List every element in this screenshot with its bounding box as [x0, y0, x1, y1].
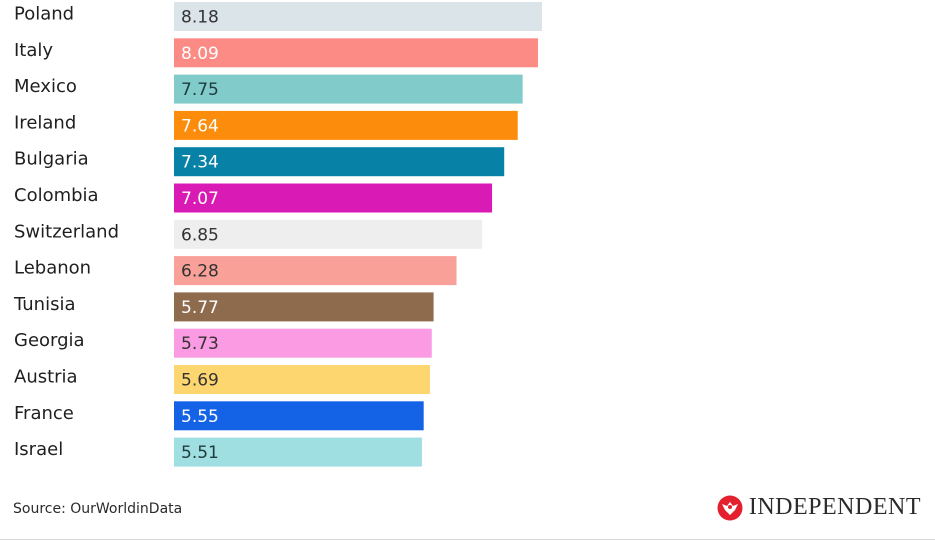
bar	[174, 110, 518, 140]
category-label: France	[14, 403, 74, 424]
value-label: 7.75	[181, 80, 219, 100]
value-label: 5.77	[181, 298, 219, 318]
value-label: 5.51	[181, 443, 219, 463]
bar-chart: Poland 8.18 Italy 8.09 Mexico 7.75 Ireland 7.64…	[13, 2, 542, 467]
category-label: Ireland	[14, 112, 76, 133]
bar	[174, 219, 483, 249]
category-label: Tunisia	[13, 294, 76, 315]
value-label: 7.64	[181, 116, 219, 136]
value-label: 5.73	[181, 334, 219, 354]
source-note: Source: OurWorldinData	[13, 501, 183, 517]
value-label: 8.18	[181, 8, 219, 28]
bar	[174, 74, 523, 104]
category-label: Lebanon	[14, 258, 91, 279]
category-label: Bulgaria	[14, 149, 89, 170]
category-label: Israel	[14, 439, 63, 460]
category-label: Italy	[14, 40, 53, 61]
category-label: Georgia	[14, 330, 85, 351]
value-label: 5.55	[181, 407, 219, 427]
category-label: Switzerland	[14, 221, 119, 242]
brand-logo: INDEPENDENT	[717, 494, 921, 521]
category-label: Mexico	[14, 76, 77, 97]
value-label: 6.28	[181, 262, 219, 282]
value-label: 8.09	[181, 44, 219, 64]
bar	[174, 38, 538, 68]
bar	[174, 401, 424, 431]
value-label: 6.85	[181, 225, 219, 245]
category-label: Colombia	[14, 185, 99, 206]
category-label: Austria	[14, 367, 78, 388]
bar	[174, 256, 457, 286]
bar	[174, 147, 505, 177]
eagle-logo-icon	[717, 495, 743, 520]
brand-name: INDEPENDENT	[748, 494, 921, 520]
bar	[174, 328, 432, 358]
bar	[174, 183, 493, 213]
value-label: 5.69	[181, 371, 219, 391]
bar	[174, 2, 542, 31]
bar	[174, 292, 434, 322]
value-label: 7.34	[181, 153, 219, 173]
bar	[174, 365, 430, 394]
bottom-rule	[0, 539, 935, 540]
footer: Source: OurWorldinData INDEPENDENT	[0, 488, 935, 541]
category-label: Poland	[14, 4, 74, 25]
bar	[174, 437, 422, 467]
value-label: 7.07	[181, 189, 219, 209]
